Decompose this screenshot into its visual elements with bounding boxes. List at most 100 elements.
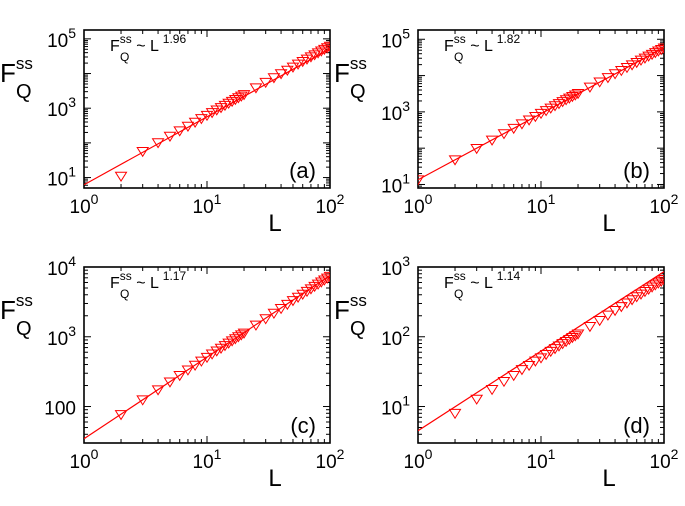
data-point xyxy=(583,322,597,333)
data-point xyxy=(528,356,542,367)
data-point xyxy=(259,314,273,325)
y-tick-label: 102 xyxy=(381,323,410,350)
data-point xyxy=(308,281,322,293)
data-point xyxy=(234,330,248,341)
data-point xyxy=(507,370,521,382)
data-point xyxy=(173,126,187,137)
data-point xyxy=(583,82,597,93)
data-point xyxy=(231,93,245,104)
data-point xyxy=(222,338,236,349)
data-point xyxy=(556,97,570,108)
y-tick-label: 101 xyxy=(381,170,410,197)
data-point xyxy=(234,91,248,102)
y-tick-label: 103 xyxy=(381,253,410,280)
panel-label: (c) xyxy=(290,413,316,438)
data-point xyxy=(231,332,245,343)
data-point xyxy=(559,95,573,106)
y-tick-label: 105 xyxy=(381,25,410,52)
x-tick-label: 102 xyxy=(650,446,679,473)
y-axis-label-subscript: Q xyxy=(350,81,366,103)
data-point xyxy=(205,349,219,360)
data-point xyxy=(314,277,328,288)
data-point xyxy=(249,320,263,331)
x-tick-label: 100 xyxy=(404,446,433,473)
data-point xyxy=(642,284,656,295)
data-point xyxy=(317,275,330,286)
data-point xyxy=(539,106,553,117)
data-point xyxy=(485,385,499,396)
x-tick-label: 102 xyxy=(316,191,345,218)
data-point xyxy=(565,333,579,344)
data-point xyxy=(497,129,511,140)
data-point xyxy=(418,175,425,186)
data-point xyxy=(528,111,542,123)
plot-area xyxy=(418,271,664,432)
data-point xyxy=(568,331,582,342)
data-point xyxy=(522,360,536,372)
data-point xyxy=(314,46,328,57)
data-point xyxy=(497,376,511,388)
data-point xyxy=(188,360,202,372)
data-point xyxy=(163,131,177,142)
fit-annotation: Fss ~ L 1.14 xyxy=(444,269,520,292)
data-point xyxy=(228,95,242,106)
data-point xyxy=(237,90,251,101)
data-point xyxy=(645,49,659,61)
y-axis-label: Fss xyxy=(334,54,367,88)
data-point xyxy=(317,44,330,56)
data-point xyxy=(625,60,639,71)
data-point xyxy=(188,117,202,128)
data-point xyxy=(173,370,187,382)
data-point xyxy=(593,315,607,327)
data-point xyxy=(470,394,484,405)
data-point xyxy=(194,356,208,367)
data-point xyxy=(565,91,579,103)
data-point xyxy=(625,295,639,306)
fit-annotation: Fss ~ L 1.17 xyxy=(110,269,186,292)
data-point xyxy=(308,50,322,61)
data-point xyxy=(601,73,615,84)
fit-annotation-subscript: Q xyxy=(120,287,129,301)
panel-label: (b) xyxy=(623,158,650,183)
data-point xyxy=(228,334,242,345)
y-tick-label: 100 xyxy=(44,399,76,420)
data-point xyxy=(556,339,570,350)
data-point xyxy=(274,304,288,315)
data-point xyxy=(654,276,664,287)
fit-annotation: Fss ~ L 1.82 xyxy=(444,32,520,55)
data-point xyxy=(651,278,664,289)
x-tick-label: 101 xyxy=(527,446,556,473)
data-point xyxy=(638,53,652,64)
fit-annotation: Fss ~ L 1.96 xyxy=(110,32,186,55)
data-point xyxy=(568,90,582,101)
data-point xyxy=(237,328,251,339)
data-point xyxy=(571,88,585,100)
x-tick-label: 102 xyxy=(316,446,345,473)
data-point xyxy=(323,271,330,283)
data-point xyxy=(136,146,150,158)
y-tick-label: 101 xyxy=(381,393,410,420)
data-point xyxy=(593,77,607,88)
data-point xyxy=(291,59,305,70)
data-point xyxy=(259,77,273,89)
data-point xyxy=(280,299,294,311)
data-point xyxy=(534,353,548,364)
data-point xyxy=(181,365,195,376)
data-point xyxy=(311,279,325,290)
x-tick-label: 100 xyxy=(404,191,433,218)
y-axis-label: Fss xyxy=(0,291,33,325)
data-point xyxy=(225,336,239,347)
y-axis-label-subscript: Q xyxy=(16,318,32,340)
data-point xyxy=(151,385,165,396)
x-tick-label: 100 xyxy=(70,191,99,218)
plot-area xyxy=(418,43,664,186)
x-tick-label: 101 xyxy=(527,191,556,218)
data-point xyxy=(448,408,462,420)
data-point xyxy=(515,365,529,376)
data-point xyxy=(507,123,521,135)
data-point xyxy=(515,119,529,130)
y-tick-label: 103 xyxy=(47,94,76,121)
